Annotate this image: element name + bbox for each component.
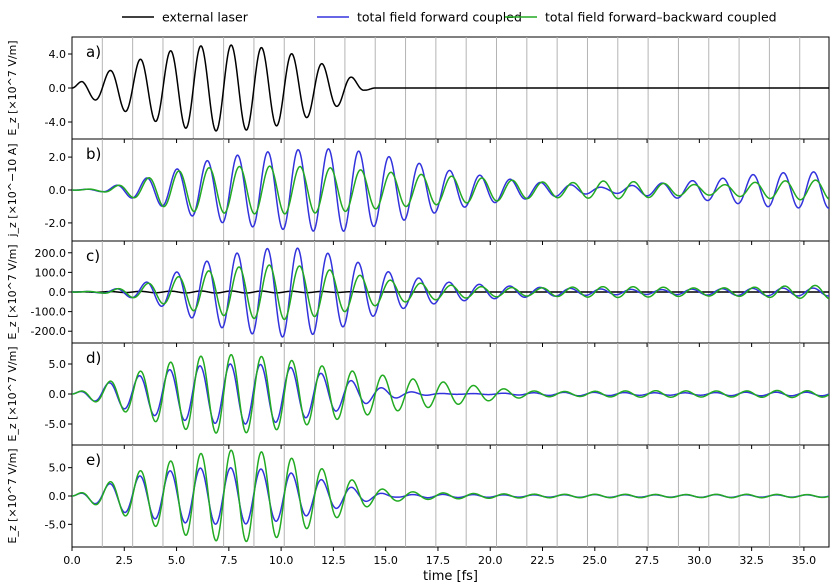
- x-tick-label: 35.0: [792, 554, 817, 567]
- y-tick-label: 200.0: [35, 247, 67, 260]
- y-tick-label: 0.0: [49, 82, 67, 95]
- series-line: [72, 264, 829, 321]
- panel-tag: c): [86, 247, 100, 265]
- series-line: [72, 449, 829, 543]
- legend-label: total field forward coupled: [357, 10, 522, 25]
- y-tick-label: 0.0: [49, 388, 67, 401]
- x-tick-label: 5.0: [168, 554, 186, 567]
- y-axis-label: E_z [×10^7 V/m]: [6, 244, 19, 339]
- x-tick-label: 15.0: [373, 554, 398, 567]
- series-line: [72, 353, 829, 434]
- y-axis-label: j_z [×10^−10 A]: [6, 143, 19, 237]
- legend-item: external laser: [122, 10, 249, 25]
- y-axis-label: E_z [×10^7 V/m]: [6, 40, 19, 135]
- x-tick-label: 7.5: [220, 554, 238, 567]
- panels: 4.0 0.0 -4.0 E_z [×10^7 V/m] a) 2.0 0.0 -2.0 j_z…: [6, 36, 830, 551]
- legend-item: total field forward coupled: [317, 10, 522, 25]
- x-axis: 0.0 2.5 5.0 7.5 10.0 12.5 15.0 17.5 20.0 22.5 25.0…: [63, 554, 816, 582]
- x-tick-label: 10.0: [269, 554, 294, 567]
- panel: 5.0 0.0 -5.0 E_z [×10^7 V/m] e): [6, 444, 830, 551]
- y-tick-label: 2.0: [49, 151, 67, 164]
- legend-label: external laser: [162, 10, 249, 25]
- x-tick-label: 27.5: [635, 554, 660, 567]
- x-tick-label: 30.0: [687, 554, 712, 567]
- y-tick-label: -5.0: [45, 418, 66, 431]
- y-tick-label: 0.0: [49, 184, 67, 197]
- y-tick-label: -5.0: [45, 518, 66, 531]
- y-tick-label: -200.0: [31, 325, 66, 338]
- series-line: [72, 148, 829, 232]
- y-tick-label: -100.0: [31, 306, 66, 319]
- panel: 2.0 0.0 -2.0 j_z [×10^−10 A] b): [6, 138, 830, 245]
- legend-item: total field forward–backward coupled: [505, 10, 777, 25]
- panel-tag: b): [86, 145, 101, 163]
- x-tick-label: 2.5: [116, 554, 134, 567]
- y-tick-label: 100.0: [35, 266, 67, 279]
- legend: external laser total field forward couple…: [122, 10, 777, 25]
- y-tick-label: 5.0: [49, 358, 67, 371]
- y-tick-label: 0.0: [49, 286, 67, 299]
- panel-tag: d): [86, 349, 101, 367]
- legend-label: total field forward–backward coupled: [545, 10, 777, 25]
- y-tick-label: -2.0: [45, 217, 66, 230]
- x-tick-label: 32.5: [739, 554, 764, 567]
- panel: 5.0 0.0 -5.0 E_z [×10^7 V/m] d): [6, 342, 830, 449]
- panel: 4.0 0.0 -4.0 E_z [×10^7 V/m] a): [6, 36, 830, 143]
- x-tick-label: 25.0: [583, 554, 608, 567]
- panel-tag: a): [86, 43, 101, 61]
- x-tick-label: 22.5: [530, 554, 555, 567]
- x-tick-label: 0.0: [63, 554, 81, 567]
- y-tick-label: -4.0: [45, 116, 66, 129]
- y-tick-label: 0.0: [49, 490, 67, 503]
- panel-tag: e): [86, 451, 101, 469]
- series-line: [72, 44, 829, 132]
- panel: 200.0 100.0 0.0 -100.0 -200.0 E_z [×10^7 V/m]…: [6, 240, 830, 347]
- y-axis-label: E_z [×10^7 V/m]: [6, 448, 19, 543]
- y-tick-label: 5.0: [49, 462, 67, 475]
- y-axis-label: E_z [×10^7 V/m]: [6, 346, 19, 441]
- x-tick-label: 17.5: [426, 554, 451, 567]
- x-axis-label: time [fs]: [423, 569, 478, 582]
- x-tick-label: 12.5: [321, 554, 346, 567]
- series-line: [72, 165, 829, 215]
- x-tick-label: 20.0: [478, 554, 503, 567]
- y-tick-label: 4.0: [49, 48, 67, 61]
- series-line: [72, 290, 829, 294]
